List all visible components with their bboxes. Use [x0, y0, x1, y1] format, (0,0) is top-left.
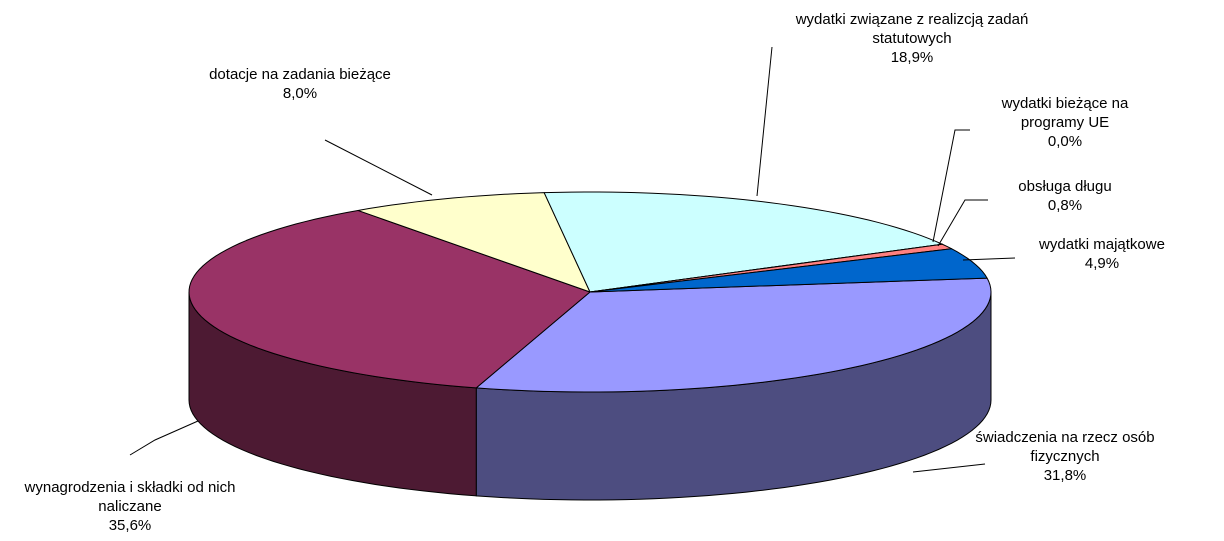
- data-label: obsługa długu 0,8%: [990, 177, 1140, 215]
- slice: [589, 248, 988, 293]
- slice: [188, 209, 591, 389]
- slice: [357, 192, 591, 293]
- leader-line: [937, 199, 988, 247]
- value-label: 0,8%: [1047, 197, 1083, 214]
- category-label: wydatki związane z realizcją zadań statu…: [795, 11, 1029, 47]
- category-label: dotacje na zadania bieżące: [209, 66, 391, 83]
- value-label: 18,9%: [890, 49, 934, 66]
- category-label: wynagrodzenia i składki od nich naliczan…: [24, 479, 236, 515]
- data-label: wydatki bieżące na programy UE 0,0%: [980, 94, 1150, 151]
- value-label: 8,0%: [282, 85, 318, 102]
- category-label: wydatki majątkowe: [1039, 236, 1165, 253]
- category-label: obsługa długu: [1018, 178, 1112, 195]
- data-label: wydatki majątkowe 4,9%: [1017, 235, 1187, 273]
- leader-line: [932, 129, 970, 243]
- data-label: wydatki związane z realizcją zadań statu…: [782, 10, 1042, 67]
- data-label: wynagrodzenia i składki od nich naliczan…: [5, 478, 255, 535]
- value-label: 4,9%: [1084, 255, 1120, 272]
- leader-line: [129, 420, 199, 456]
- slice: [475, 277, 992, 393]
- data-label: świadczenia na rzecz osób fizycznych 31,8…: [975, 428, 1155, 485]
- leader-line: [324, 139, 433, 196]
- data-label: dotacje na zadania bieżące 8,0%: [200, 65, 400, 103]
- leader-line: [962, 257, 1016, 261]
- value-label: 35,6%: [108, 517, 152, 534]
- slice: [543, 191, 943, 293]
- category-label: świadczenia na rzecz osób fizycznych: [975, 429, 1155, 465]
- category-label: wydatki bieżące na programy UE: [1001, 95, 1129, 131]
- leader-line: [912, 463, 986, 473]
- value-label: 31,8%: [1043, 467, 1087, 484]
- leader-line: [756, 46, 773, 197]
- value-label: 0,0%: [1047, 133, 1083, 150]
